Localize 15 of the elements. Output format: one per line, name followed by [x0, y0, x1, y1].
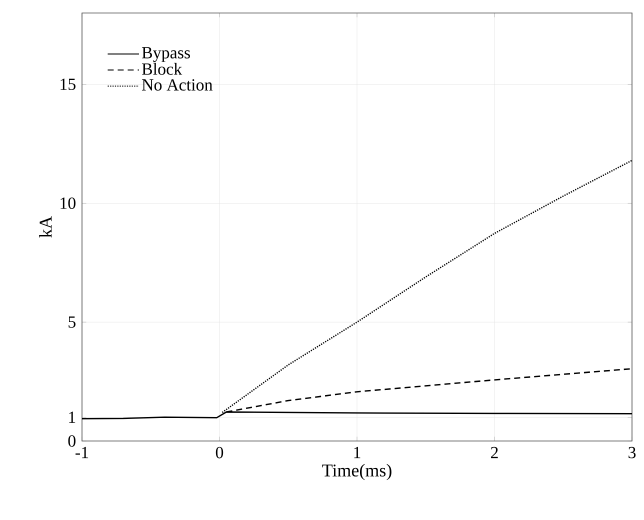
y-tick-label: 1 — [69, 412, 76, 423]
x-axis-title: Time(ms) — [322, 464, 392, 480]
y-tick-label: 15 — [60, 78, 76, 90]
legend-label: No Action — [142, 79, 213, 91]
x-tick-label: 2 — [491, 446, 498, 458]
x-tick-label: 0 — [216, 446, 224, 458]
y-axis-title: kA — [39, 216, 52, 238]
y-tick-label: 0 — [68, 435, 76, 447]
y-tick-label: 10 — [60, 197, 76, 209]
x-tick-label: -1 — [76, 446, 88, 458]
y-tick-label: 5 — [68, 316, 76, 328]
legend-label: Block — [142, 62, 182, 75]
x-tick-label: 3 — [628, 446, 636, 458]
legend-label: Bypass — [142, 47, 190, 62]
x-tick-label: 1 — [354, 446, 360, 458]
